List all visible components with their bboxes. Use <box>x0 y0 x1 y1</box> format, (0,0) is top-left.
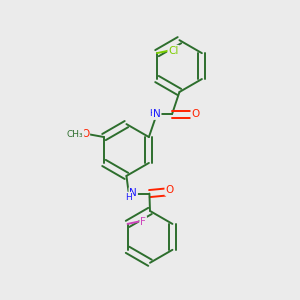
Text: O: O <box>81 128 89 139</box>
Text: O: O <box>191 109 200 119</box>
Text: Cl: Cl <box>168 46 179 56</box>
Text: O: O <box>165 185 174 195</box>
Text: F: F <box>140 217 146 226</box>
Text: H: H <box>149 109 156 118</box>
Text: N: N <box>129 188 137 198</box>
Text: CH₃: CH₃ <box>67 130 83 139</box>
Text: N: N <box>153 109 160 119</box>
Text: H: H <box>125 193 132 202</box>
